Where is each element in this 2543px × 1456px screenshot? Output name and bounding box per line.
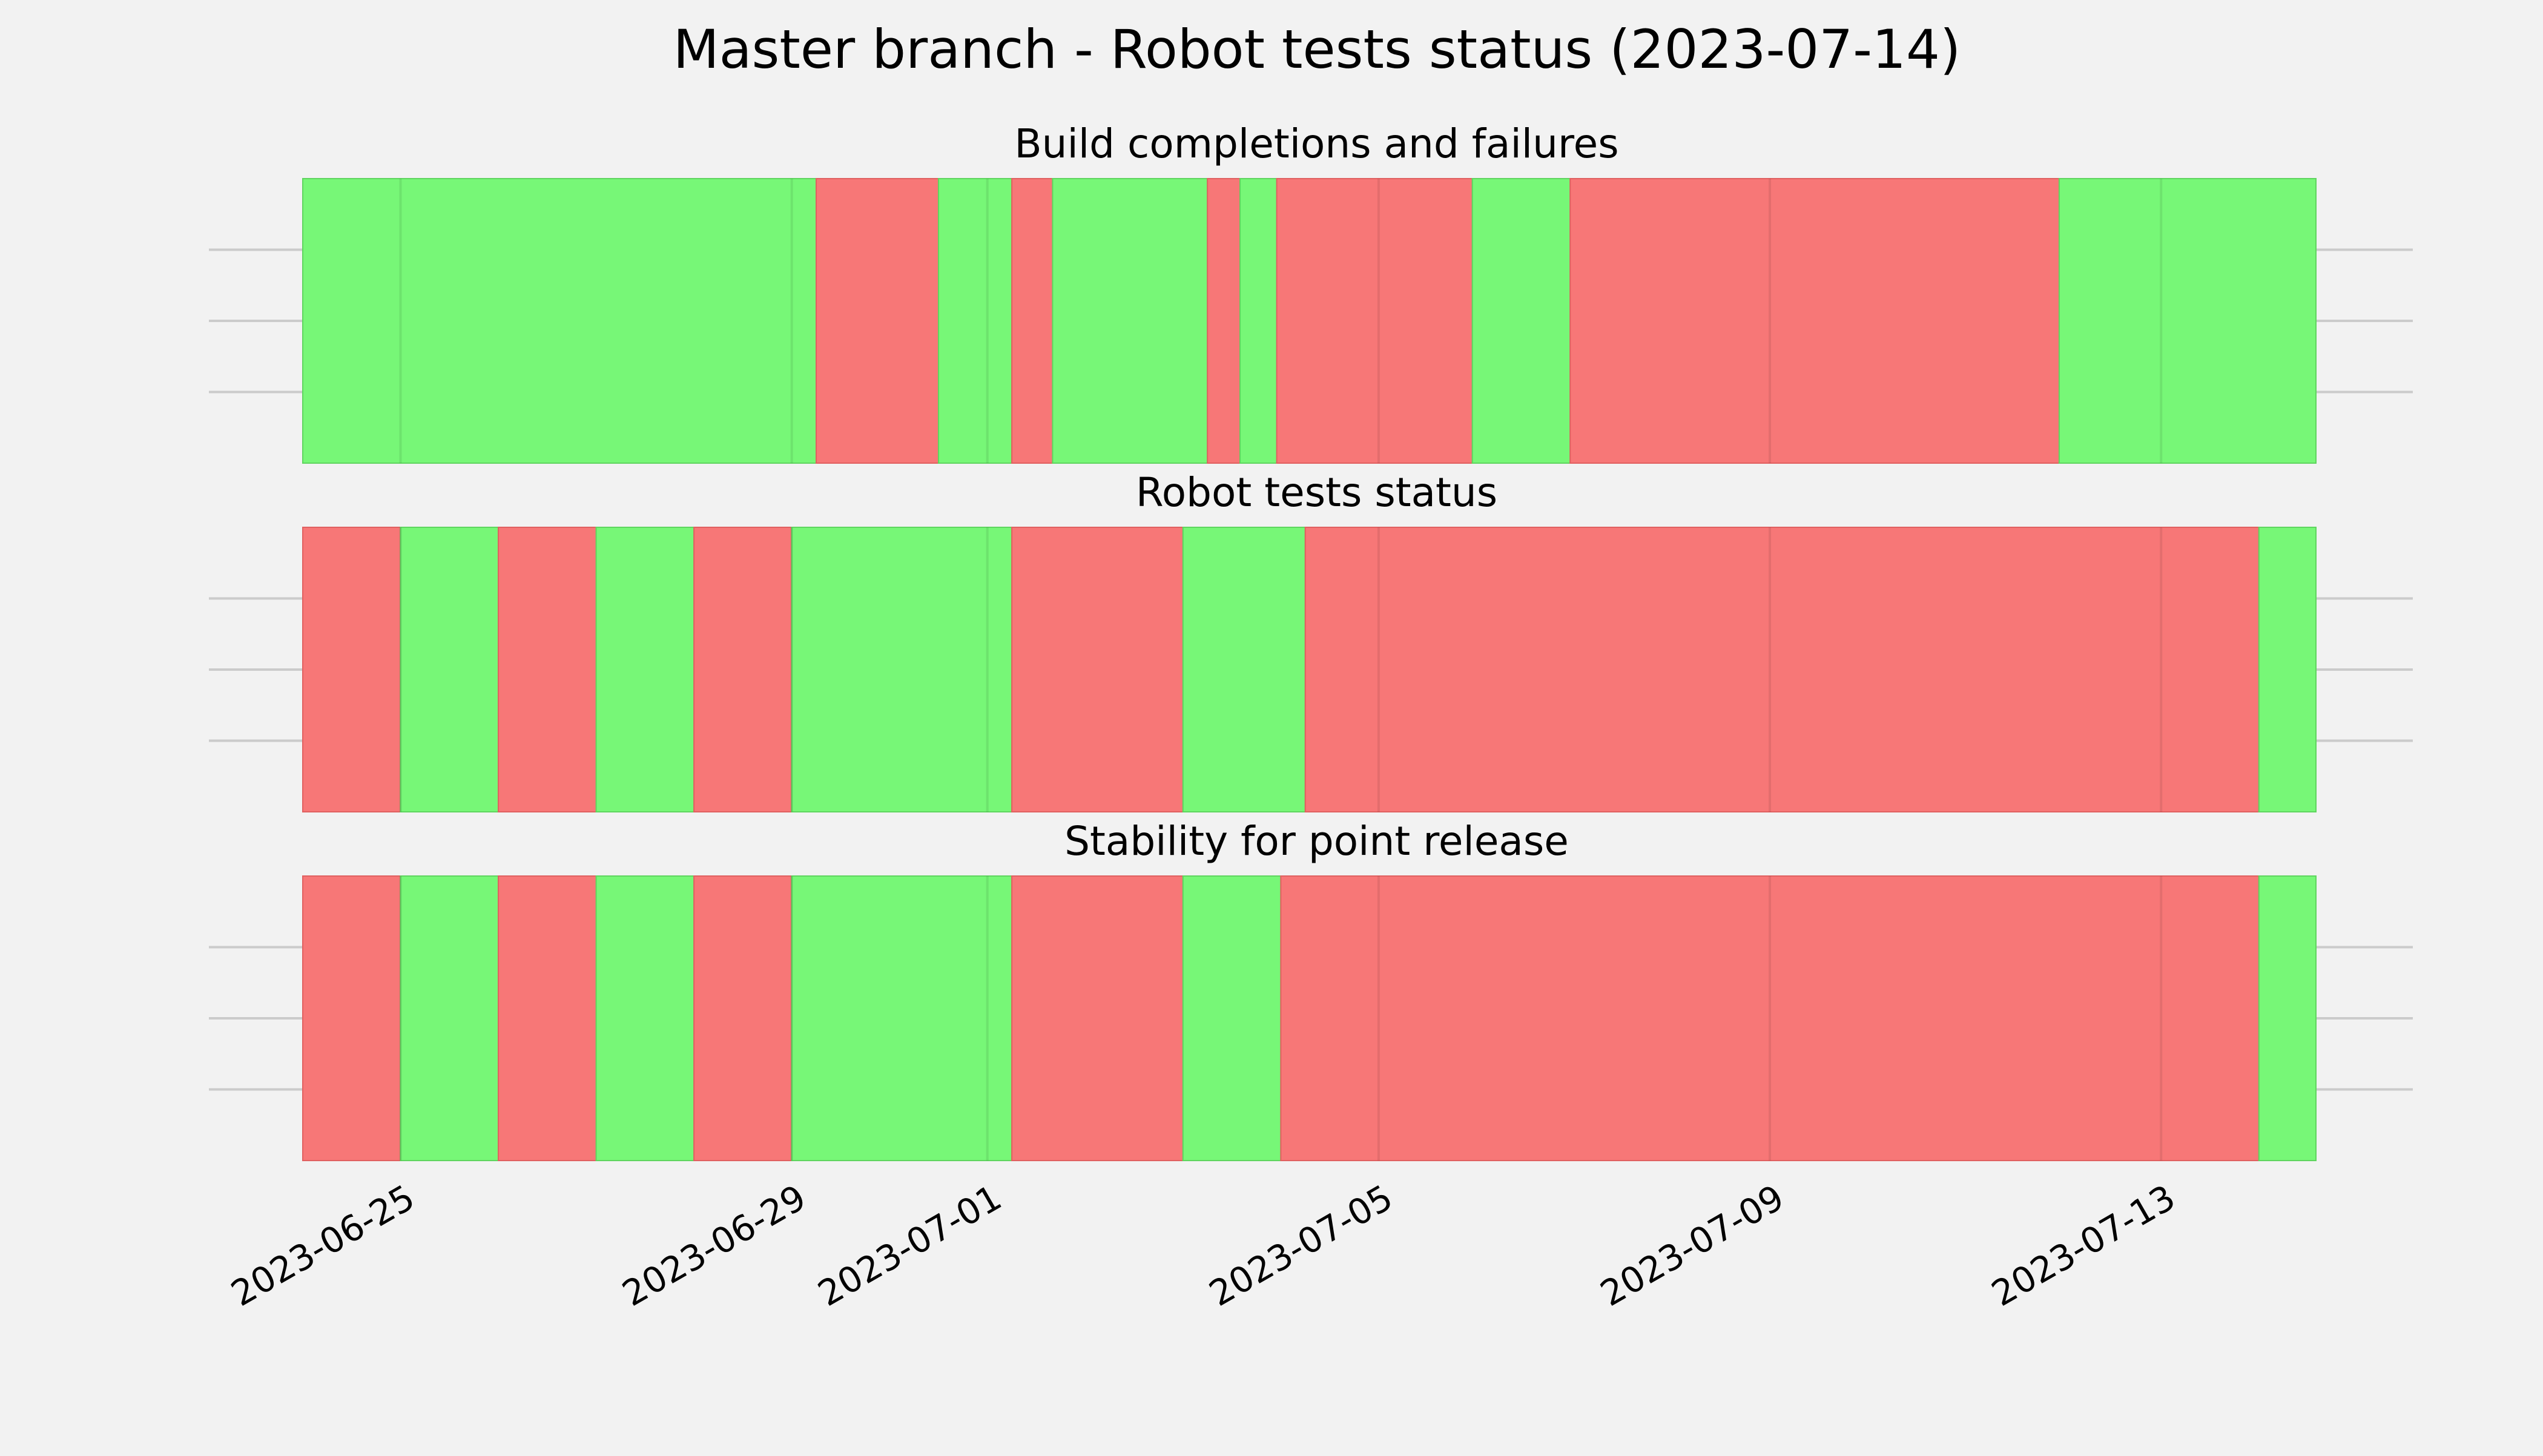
status-segment-success — [1182, 527, 1306, 812]
status-segment-success — [791, 527, 1013, 812]
status-segment-failure — [1276, 178, 1473, 464]
status-segment-success — [595, 527, 695, 812]
status-segment-failure — [1304, 527, 2260, 812]
status-segment-failure — [1011, 875, 1184, 1161]
status-segment-success — [1239, 178, 1278, 464]
status-segment-failure — [693, 875, 793, 1161]
status-segment-success — [1182, 875, 1282, 1161]
status-segment-failure — [1569, 178, 2060, 464]
panel-1: Build completions and failures — [209, 120, 2413, 464]
x-tick-label: 2023-07-05 — [1202, 1177, 1400, 1314]
status-segment-success — [791, 875, 1013, 1161]
status-segment-success — [2258, 875, 2317, 1161]
status-segment-failure — [1011, 527, 1184, 812]
x-tick-label: 2023-07-01 — [811, 1177, 1008, 1314]
status-segment-success — [1471, 178, 1571, 464]
status-segment-success — [302, 178, 817, 464]
status-segment-failure — [302, 875, 401, 1161]
x-tick-label: 2023-07-13 — [1985, 1177, 2182, 1314]
status-segment-failure — [302, 527, 401, 812]
status-segment-success — [2258, 527, 2317, 812]
panel-title: Robot tests status — [1136, 469, 1497, 516]
panel-title: Build completions and failures — [1014, 120, 1618, 167]
status-segment-success — [938, 178, 1013, 464]
status-segment-success — [400, 527, 500, 812]
status-segment-failure — [498, 527, 597, 812]
x-tick-label: 2023-06-29 — [615, 1177, 813, 1314]
x-tick-label: 2023-07-09 — [1594, 1177, 1791, 1314]
panels: Build completions and failures Robot test… — [209, 120, 2413, 1161]
status-segment-failure — [498, 875, 597, 1161]
panel-2: Robot tests status — [209, 469, 2413, 812]
status-segment-success — [595, 875, 695, 1161]
status-segment-failure — [693, 527, 793, 812]
x-tick-label: 2023-06-25 — [224, 1177, 421, 1314]
status-segment-success — [400, 875, 500, 1161]
status-segment-failure — [1207, 178, 1241, 464]
status-segment-success — [1052, 178, 1209, 464]
chart-title: Master branch - Robot tests status (2023… — [673, 18, 1961, 81]
status-segment-success — [2058, 178, 2317, 464]
status-segment-failure — [816, 178, 939, 464]
status-segment-failure — [1011, 178, 1054, 464]
panel-3: Stability for point release — [209, 818, 2413, 1161]
panel-title: Stability for point release — [1064, 818, 1569, 865]
